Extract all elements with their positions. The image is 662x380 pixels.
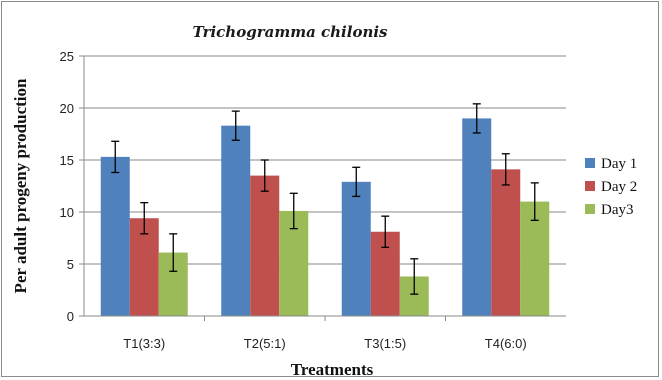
bar — [129, 218, 159, 316]
bars — [100, 118, 550, 317]
legend-swatch — [585, 181, 595, 191]
y-tick-label: 25 — [60, 49, 74, 64]
legend-label: Day 1 — [601, 156, 637, 172]
axes — [83, 56, 566, 321]
x-tick-label: T1(3:3) — [123, 336, 165, 351]
bar — [250, 175, 280, 316]
x-tick-label: T3(1:5) — [364, 336, 406, 351]
x-tick-labels: T1(3:3) T2(5:1) T3(1:5) T4(6:0) — [123, 336, 526, 351]
legend-label: Day3 — [601, 202, 634, 218]
bar — [100, 156, 130, 316]
x-tick-label: T4(6:0) — [485, 336, 527, 351]
error-bars — [111, 103, 539, 295]
legend-label: Day 2 — [601, 179, 637, 195]
legend-swatch — [585, 158, 595, 168]
y-tick-label: 20 — [60, 101, 74, 116]
legend-swatch — [585, 204, 595, 214]
chart-title: Trichogramma chilonis — [193, 23, 389, 41]
legend: Day 1 Day 2 Day3 — [585, 156, 637, 218]
x-axis-label: Treatments — [291, 360, 374, 379]
y-tick-labels: 0 5 10 15 20 25 — [60, 49, 74, 324]
y-axis-label: Per adult progeny production — [11, 78, 30, 293]
bar — [491, 169, 521, 316]
y-tick-label: 0 — [67, 309, 74, 324]
x-tick-label: T2(5:1) — [244, 336, 286, 351]
bar — [221, 125, 251, 317]
y-tick-label: 15 — [60, 153, 74, 168]
bar — [462, 118, 492, 317]
y-tick-label: 5 — [67, 257, 74, 272]
bar — [341, 181, 371, 316]
y-tick-label: 10 — [60, 205, 74, 220]
